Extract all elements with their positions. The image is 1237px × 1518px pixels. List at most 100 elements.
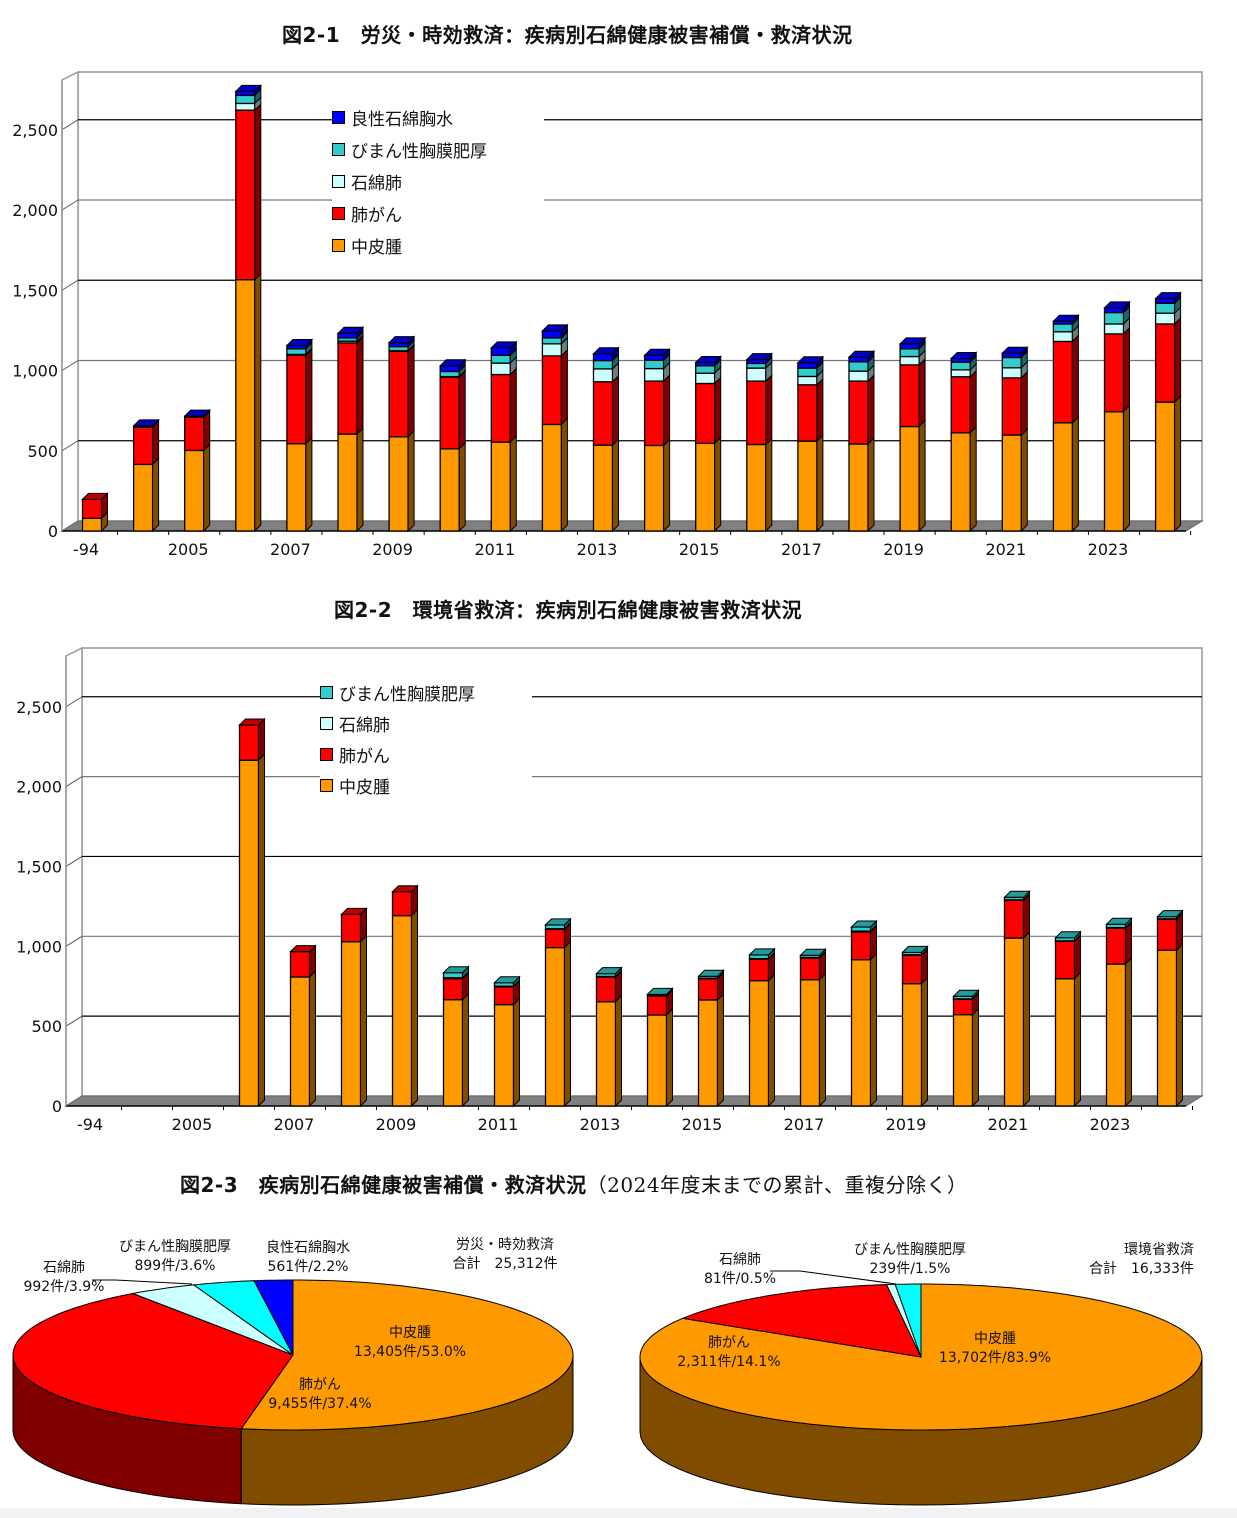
legend-item: びまん性胸膜肥厚 bbox=[332, 133, 544, 165]
bar-segment-side bbox=[1023, 930, 1030, 1108]
bar-top bbox=[1156, 910, 1184, 918]
bar-segment-0 bbox=[337, 433, 358, 532]
bar-segment-0 bbox=[289, 976, 311, 1107]
bar-segment-side bbox=[1123, 404, 1130, 533]
bar-segment-side bbox=[152, 419, 160, 466]
bar-segment-4 bbox=[388, 341, 409, 348]
bar-segment-side bbox=[458, 369, 466, 451]
bar-segment-side bbox=[1174, 316, 1182, 404]
bar-segment-3 bbox=[850, 926, 872, 932]
bar-segment-side bbox=[867, 373, 875, 446]
bar-segment-0 bbox=[643, 444, 665, 532]
bar-segment-1 bbox=[1105, 927, 1127, 965]
bar-segment-3 bbox=[797, 367, 818, 378]
legend-label: 肺がん bbox=[351, 205, 402, 226]
y-tick-label: 0 bbox=[52, 1097, 62, 1116]
bar-segment-side bbox=[1074, 934, 1081, 980]
legend-swatch bbox=[320, 779, 333, 792]
bar-segment-1 bbox=[81, 498, 103, 519]
bar-segment-4 bbox=[337, 332, 358, 339]
bar-segment-4 bbox=[541, 330, 563, 339]
x-tick-label: 2015 bbox=[679, 540, 720, 559]
gridline-side bbox=[61, 360, 79, 371]
bar-segment-0 bbox=[391, 914, 413, 1107]
bar-segment-3 bbox=[439, 370, 460, 378]
plot-floor bbox=[64, 1095, 1204, 1107]
bar-segment-0 bbox=[439, 448, 460, 532]
bar-segment-3 bbox=[1154, 302, 1176, 314]
y-tick-label: 1,000 bbox=[12, 362, 58, 381]
legend-item: 中皮腫 bbox=[320, 770, 532, 801]
bar-top bbox=[387, 336, 416, 344]
bar-top bbox=[81, 492, 109, 500]
bar-segment-side bbox=[407, 429, 415, 533]
bar-segment-side bbox=[258, 717, 265, 762]
bar-segment-1 bbox=[541, 355, 563, 426]
bar-segment-side bbox=[717, 992, 724, 1108]
bar-top bbox=[595, 967, 623, 975]
bar-segment-0 bbox=[901, 983, 923, 1107]
bar-segment-side bbox=[254, 102, 262, 281]
bar-top bbox=[697, 969, 725, 977]
pie-chart-2 bbox=[639, 1283, 1203, 1506]
bar-segment-3 bbox=[235, 94, 256, 105]
bar-segment-1 bbox=[1154, 323, 1176, 403]
bar-segment-0 bbox=[952, 1014, 974, 1107]
bar-segment-side bbox=[867, 436, 875, 533]
bar-segment-side bbox=[258, 752, 265, 1108]
bar-segment-side bbox=[458, 441, 466, 533]
bar-segment-0 bbox=[184, 449, 205, 532]
bar-top bbox=[1001, 346, 1029, 354]
bar-segment-side bbox=[612, 374, 619, 447]
bar-segment-side bbox=[816, 377, 824, 443]
page-bottom-strip bbox=[0, 1508, 1237, 1518]
legend-label: びまん性胸膜肥厚 bbox=[339, 685, 475, 705]
bar-segment-2 bbox=[592, 368, 614, 383]
bar-segment-4 bbox=[1103, 307, 1125, 314]
bar-segment-side bbox=[969, 369, 977, 435]
bar-segment-4 bbox=[1154, 297, 1176, 304]
y-tick-label: 2,000 bbox=[12, 201, 58, 220]
bar-segment-1 bbox=[490, 373, 511, 443]
bar-segment-side bbox=[714, 376, 722, 445]
bar-segment-side bbox=[309, 969, 316, 1108]
legend-swatch bbox=[332, 238, 345, 252]
bar-segment-side bbox=[1125, 921, 1132, 966]
bar-segment-side bbox=[152, 457, 160, 533]
bar-segment-0 bbox=[1154, 401, 1176, 532]
bar-segment-0 bbox=[132, 463, 154, 532]
gridline-side bbox=[65, 856, 83, 867]
bar-segment-2 bbox=[848, 370, 869, 382]
bar-segment-side bbox=[1020, 370, 1028, 437]
bar-segment-0 bbox=[797, 440, 818, 532]
bar-segment-side bbox=[203, 443, 211, 533]
bar-segment-0 bbox=[950, 432, 971, 532]
bar-segment-side bbox=[765, 373, 773, 446]
legend-label: 肺がん bbox=[339, 747, 390, 767]
x-tick-label: 2021 bbox=[988, 1115, 1029, 1134]
bar-segment-4 bbox=[235, 90, 256, 97]
legend-label: 中皮腫 bbox=[339, 778, 390, 798]
bar-segment-1 bbox=[340, 913, 362, 943]
x-tick-label: 2009 bbox=[376, 1115, 417, 1134]
bar-top bbox=[442, 966, 470, 974]
gridline-side bbox=[61, 119, 79, 131]
legend-swatch bbox=[332, 206, 345, 220]
pie-slice-1 bbox=[680, 1284, 922, 1358]
bar-segment-1 bbox=[289, 950, 311, 978]
bar-segment-3 bbox=[493, 982, 515, 987]
bar-segment-0 bbox=[235, 279, 256, 532]
bar-top bbox=[592, 347, 620, 355]
x-tick-label: 2023 bbox=[1090, 1115, 1131, 1134]
bar-segment-2 bbox=[746, 367, 767, 382]
x-tick-label: 2013 bbox=[577, 540, 618, 559]
bar-segment-2 bbox=[1154, 312, 1176, 325]
bar-segment-side bbox=[203, 409, 211, 452]
bar-segment-0 bbox=[848, 443, 869, 532]
bar-segment-3 bbox=[1052, 323, 1074, 333]
bar-segment-2 bbox=[695, 372, 716, 385]
bar-top bbox=[952, 989, 980, 997]
bar-segment-0 bbox=[850, 959, 872, 1107]
bar-segment-1 bbox=[848, 380, 869, 445]
x-tick-label: 2019 bbox=[886, 1115, 927, 1134]
